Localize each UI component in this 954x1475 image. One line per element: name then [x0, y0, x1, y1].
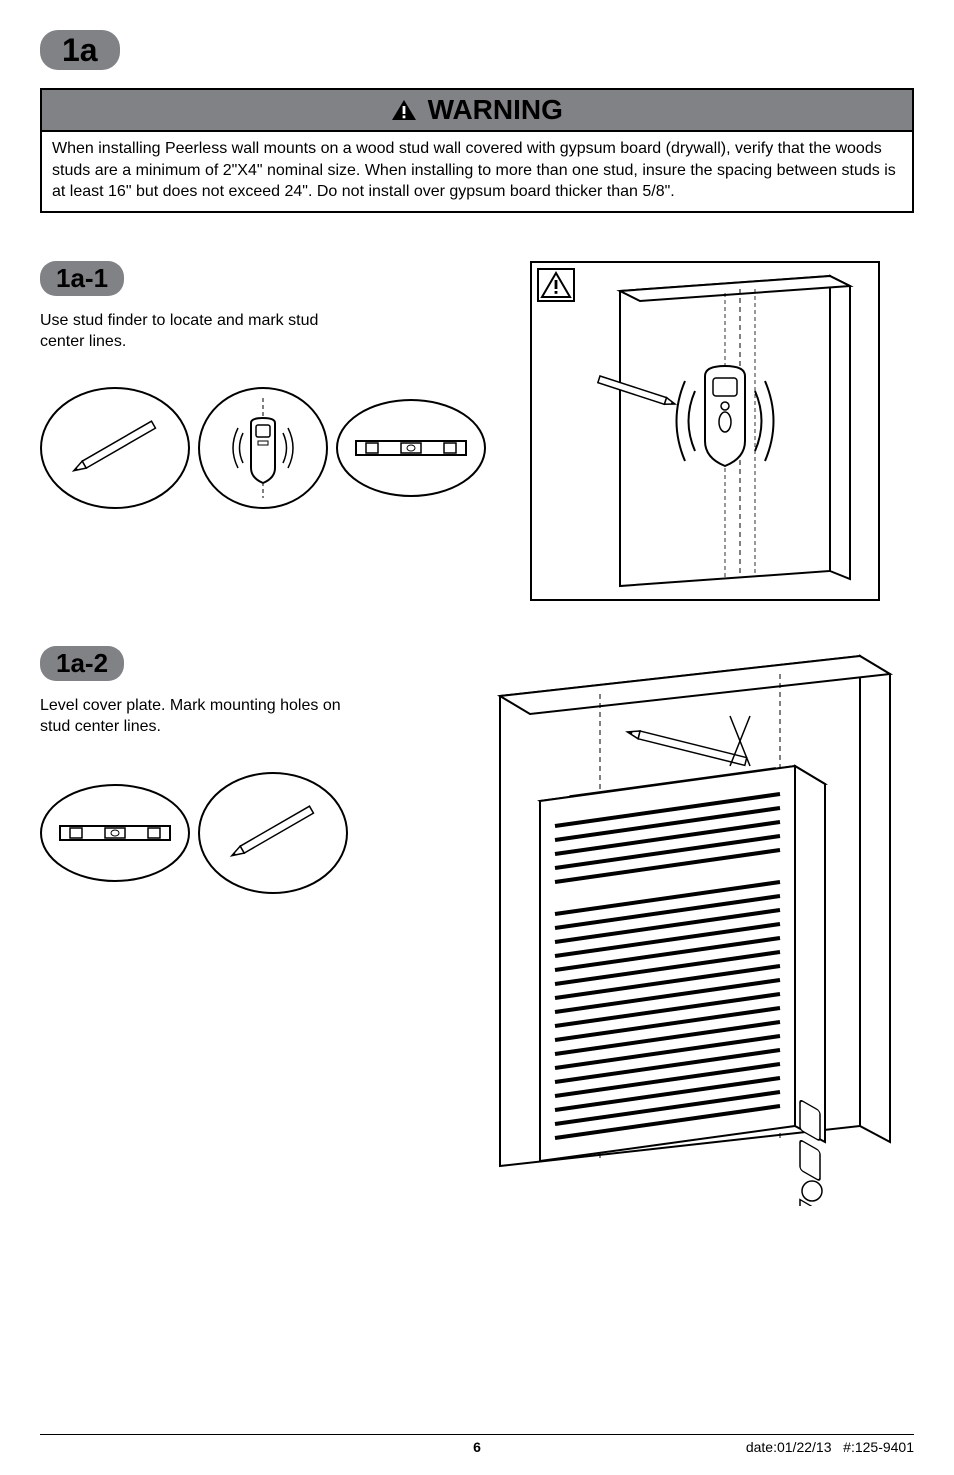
step-1a-2-text: Level cover plate. Mark mounting holes o…: [40, 695, 360, 738]
level-icon: [336, 373, 486, 523]
step-pill-1a-2: 1a-2: [40, 646, 124, 681]
page-footer: 6 date:01/22/13 #:125-9401: [40, 1434, 914, 1455]
warning-triangle-icon: [391, 99, 417, 121]
warning-box: WARNING When installing Peerless wall mo…: [40, 88, 914, 213]
tool-row-1a-1: [40, 373, 500, 523]
warning-body: When installing Peerless wall mounts on …: [42, 132, 912, 211]
step-pill-label: 1a: [62, 32, 98, 68]
pencil-icon: [40, 373, 190, 523]
step-pill-label: 1a-2: [56, 648, 108, 678]
step-pill-label: 1a-1: [56, 263, 108, 293]
step-pill-1a-1: 1a-1: [40, 261, 124, 296]
tool-row-1a-2: [40, 758, 400, 908]
level-icon: [40, 758, 190, 908]
footer-right: date:01/22/13 #:125-9401: [746, 1439, 914, 1455]
diagram-coverplate-wall: [430, 646, 910, 1206]
footer-doc: #:125-9401: [843, 1439, 914, 1455]
step-1a-1-text: Use stud finder to locate and mark stud …: [40, 310, 360, 353]
warning-title: WARNING: [428, 94, 563, 125]
pencil-icon: [198, 758, 348, 908]
studfinder-icon: [198, 373, 328, 523]
footer-page: 6: [473, 1439, 481, 1455]
diagram-wall-studfinder: [530, 261, 880, 601]
footer-date: date:01/22/13: [746, 1439, 832, 1455]
step-pill-1a: 1a: [40, 30, 120, 70]
warning-header: WARNING: [42, 90, 912, 132]
